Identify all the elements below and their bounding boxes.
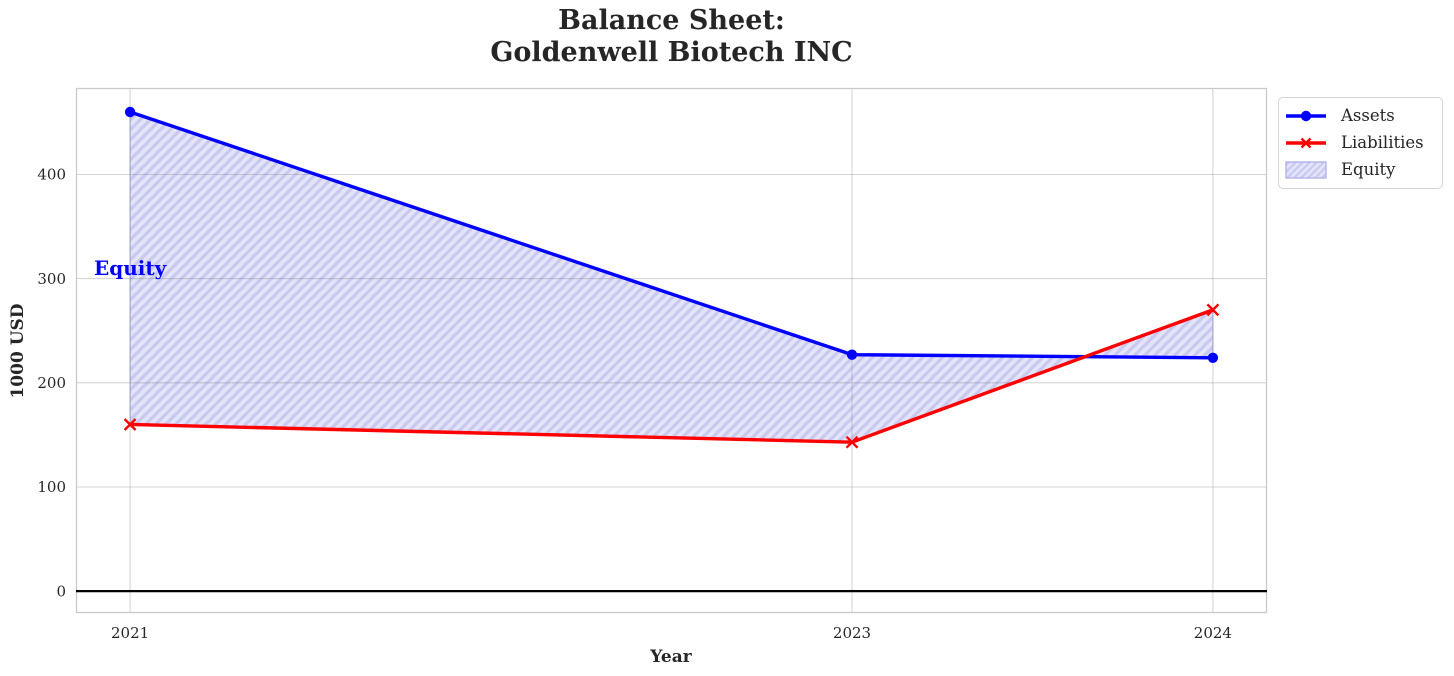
assets-line-swatch-icon: [1286, 110, 1326, 121]
liabilities-line-swatch-icon: [1286, 137, 1326, 148]
liabilities-marker: [123, 418, 137, 431]
x-axis-label: Year: [650, 647, 692, 667]
liabilities-marker: [845, 435, 859, 449]
equity-patch-swatch-icon: [1285, 160, 1327, 179]
x-tick-label: 2024: [1194, 624, 1232, 642]
chart-title: Balance Sheet: Goldenwell Biotech INC: [76, 5, 1267, 69]
y-tick-label: 0: [56, 582, 66, 600]
y-tick-label: 100: [37, 478, 66, 496]
assets-marker: [846, 349, 858, 360]
equity-annotation: Equity: [94, 256, 167, 281]
chart-title-line-2: Goldenwell Biotech INC: [490, 37, 853, 68]
plot-border: [75, 87, 1268, 614]
y-axis-label: 1000 USD: [8, 303, 28, 399]
assets-marker: [1207, 352, 1219, 363]
assets-marker: [124, 106, 136, 118]
x-tick-label: 2021: [111, 624, 149, 642]
liabilities-marker: [1206, 303, 1220, 317]
y-tick-label: 300: [37, 270, 66, 288]
equity-area: [129, 111, 1214, 443]
legend-item-equity: Equity: [1284, 156, 1436, 183]
legend: Assets Liabilities Equity: [1278, 97, 1443, 189]
y-tick-label: 200: [37, 374, 66, 392]
legend-label-liabilities: Liabilities: [1341, 133, 1424, 152]
y-tick-label: 400: [37, 166, 66, 184]
legend-label-equity: Equity: [1341, 160, 1396, 179]
legend-label-assets: Assets: [1341, 106, 1395, 125]
x-tick-label: 2023: [833, 624, 871, 642]
chart-title-line-1: Balance Sheet:: [558, 5, 785, 36]
legend-item-liabilities: Liabilities: [1284, 129, 1436, 156]
legend-item-assets: Assets: [1284, 102, 1436, 129]
